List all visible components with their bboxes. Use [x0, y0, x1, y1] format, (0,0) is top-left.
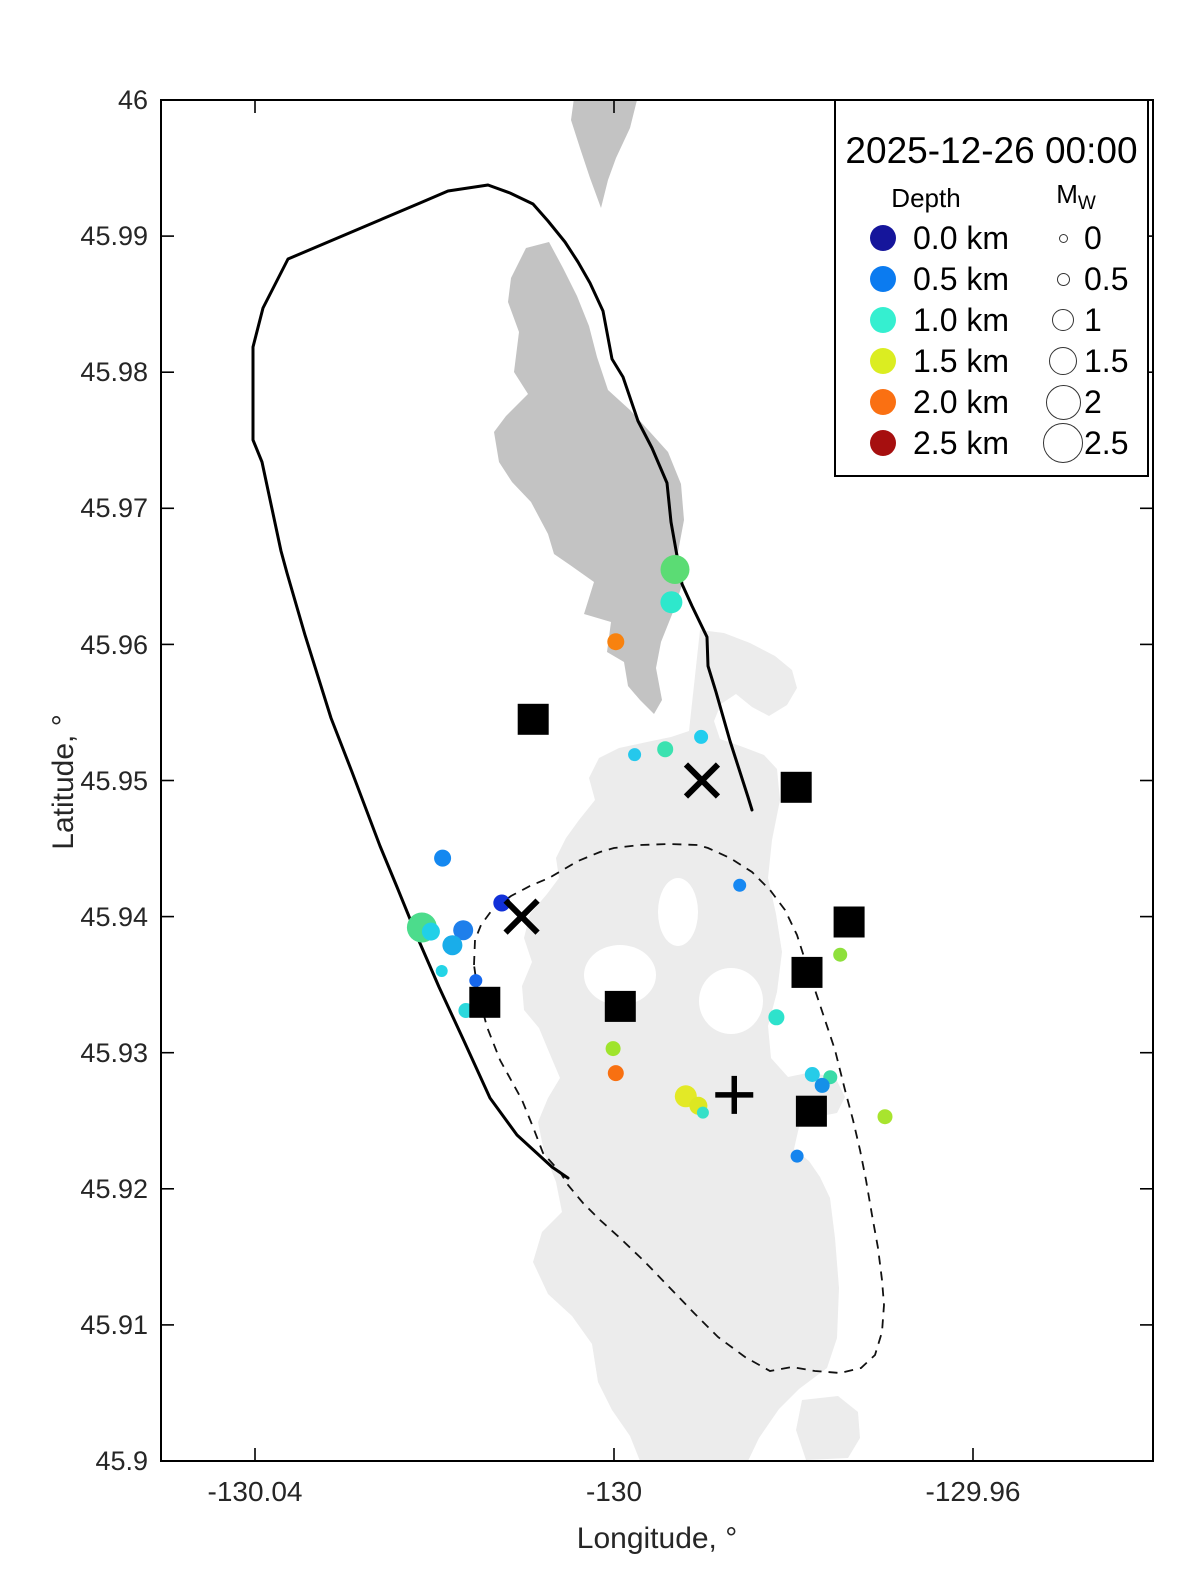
instrument-square — [604, 990, 636, 1022]
legend-depth-label: 0.5 km — [913, 261, 1010, 297]
legend-depth-label: 1.5 km — [913, 343, 1010, 379]
legend-depth-header: Depth — [891, 183, 961, 213]
legend-depth-label: 2.5 km — [913, 425, 1010, 461]
instrument-square — [833, 906, 865, 938]
legend-mw-label: 0.5 — [1084, 261, 1129, 297]
earthquake-dot — [804, 1067, 820, 1082]
earthquake-dot — [660, 555, 690, 584]
legend-depth-swatch — [870, 307, 896, 333]
y-tick-label: 45.9 — [95, 1446, 148, 1476]
earthquake-dot — [607, 1065, 624, 1082]
legend-mw-circle — [1056, 272, 1070, 286]
instrument-square — [469, 986, 501, 1018]
earthquake-dot — [733, 878, 747, 892]
earthquake-dot — [493, 894, 511, 912]
vent-marker-layer — [503, 762, 754, 1114]
legend-mw-label: 1.5 — [1084, 343, 1129, 379]
y-tick-label: 45.98 — [80, 357, 148, 387]
legend-datetime: 2025-12-26 00:00 — [845, 130, 1138, 171]
legend-depth-swatch — [870, 389, 896, 415]
earthquake-dot — [790, 1149, 804, 1163]
legend-mw-circle — [1045, 384, 1081, 420]
legend-depth-label: 0.0 km — [913, 220, 1010, 256]
plot-border — [160, 99, 1154, 1462]
x-marker — [503, 898, 540, 935]
earthquake-dot — [696, 1106, 709, 1119]
lava-flow-south-light — [522, 630, 845, 1461]
x-tick-label: -129.96 — [925, 1476, 1021, 1507]
legend-mw-label: 1 — [1084, 302, 1102, 338]
legend-mw-circle — [1058, 233, 1068, 243]
earthquake-dot — [453, 920, 474, 941]
legend-depth-swatch — [870, 266, 896, 292]
legend-mw-label: 2.5 — [1084, 425, 1129, 461]
instrument-square — [791, 956, 823, 988]
instrument-square — [780, 771, 812, 803]
instrument-square — [795, 1095, 827, 1127]
y-tick-label: 45.93 — [80, 1038, 148, 1068]
legend-mw-circle — [1043, 423, 1083, 463]
legend-depth-swatch — [870, 430, 896, 456]
y-axis-label: Latitude, ° — [47, 714, 80, 850]
y-tick-label: 45.91 — [80, 1310, 148, 1340]
earthquake-dot — [421, 922, 440, 941]
earthquake-dot — [628, 748, 642, 762]
earthquake-dot — [435, 965, 448, 977]
earthquake-dot — [833, 947, 848, 962]
plus-marker — [715, 1075, 754, 1114]
legend-mw-circle — [1052, 309, 1074, 331]
y-tick-label: 46 — [117, 85, 148, 115]
x-marker-stroke — [503, 898, 540, 935]
earthquake-dot — [694, 729, 709, 744]
instrument-layer — [469, 703, 865, 1127]
legend-depth-swatch — [870, 225, 896, 251]
earthquake-dot — [657, 741, 674, 758]
y-tick-label: 45.92 — [80, 1174, 148, 1204]
x-marker-stroke — [683, 762, 721, 799]
earthquake-dot — [469, 974, 483, 988]
legend-mw-header: MW — [1056, 179, 1096, 215]
y-tick-label: 45.95 — [80, 766, 148, 796]
x-axis-label: Longitude, ° — [576, 1522, 738, 1555]
earthquake-dot — [768, 1009, 785, 1026]
legend-depth-label: 1.0 km — [913, 302, 1010, 338]
earthquake-dot — [607, 633, 625, 651]
lava-flow-north-tip — [571, 100, 637, 208]
earthquake-dot — [434, 849, 452, 867]
earthquake-dot — [442, 935, 463, 956]
instrument-square — [517, 703, 549, 735]
x-tick-label: -130 — [585, 1476, 643, 1507]
legend-mw-circle — [1049, 347, 1077, 375]
lava-flow-north — [494, 242, 684, 714]
legend-depth-swatch — [870, 348, 896, 374]
earthquake-dot — [814, 1077, 830, 1093]
x-tick-label: -130.04 — [207, 1476, 303, 1507]
earthquake-layer — [406, 555, 893, 1163]
eruption-outline-dashed — [473, 843, 885, 1374]
legend-mw-label: 0 — [1084, 220, 1102, 256]
earthquake-dot — [877, 1109, 893, 1125]
legend-mw-label: 2 — [1084, 384, 1102, 420]
x-marker — [683, 762, 721, 799]
legend: 2025-12-26 00:00 Depth MW 0.0 km 0 0.5 km 0… — [834, 99, 1149, 477]
y-tick-label: 45.99 — [80, 221, 148, 251]
y-tick-label: 45.97 — [80, 493, 148, 523]
legend-depth-label: 2.0 km — [913, 384, 1010, 420]
caldera-outline — [251, 183, 754, 1180]
earthquake-dot — [660, 591, 683, 614]
y-tick-label: 45.96 — [80, 630, 148, 660]
lava-flow-bottom-patch — [796, 1396, 860, 1460]
earthquake-dot — [605, 1041, 621, 1057]
y-tick-label: 45.94 — [80, 902, 148, 932]
